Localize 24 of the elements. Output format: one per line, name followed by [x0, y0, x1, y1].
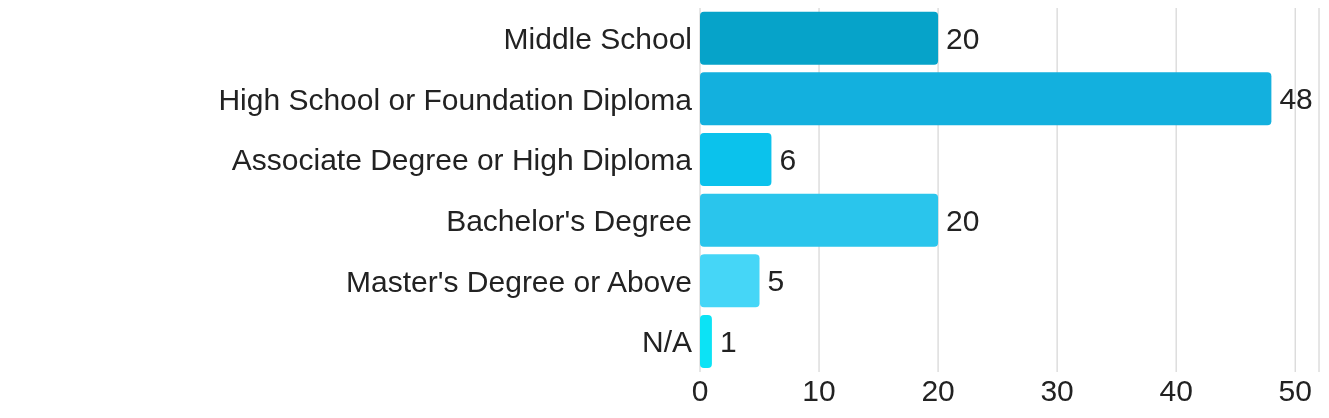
data-label: 20: [946, 203, 980, 237]
x-tick-label: 40: [1159, 374, 1193, 408]
bar: [700, 254, 760, 308]
y-tick-label: Associate Degree or High Diploma: [231, 143, 693, 177]
x-tick-label: 0: [691, 374, 709, 408]
bar: [700, 193, 939, 247]
x-tick-label: 50: [1278, 374, 1312, 408]
y-tick-label: N/A: [641, 325, 692, 359]
y-tick-label: High School or Foundation Diploma: [218, 82, 693, 116]
bar: [700, 314, 712, 368]
x-tick-label: 30: [1040, 374, 1074, 408]
y-tick-label: Bachelor's Degree: [446, 203, 692, 237]
bar: [700, 132, 772, 186]
data-label: 1: [719, 325, 737, 359]
x-tick-label: 20: [921, 374, 955, 408]
data-label: 6: [779, 143, 797, 177]
x-tick-label: 10: [802, 374, 836, 408]
data-label: 5: [767, 264, 785, 298]
data-label: 48: [1279, 82, 1313, 116]
bar: [700, 72, 1272, 126]
data-label: 20: [946, 21, 980, 55]
bar: [700, 11, 939, 65]
y-tick-label: Middle School: [503, 21, 692, 55]
y-tick-label: Master's Degree or Above: [346, 264, 692, 298]
